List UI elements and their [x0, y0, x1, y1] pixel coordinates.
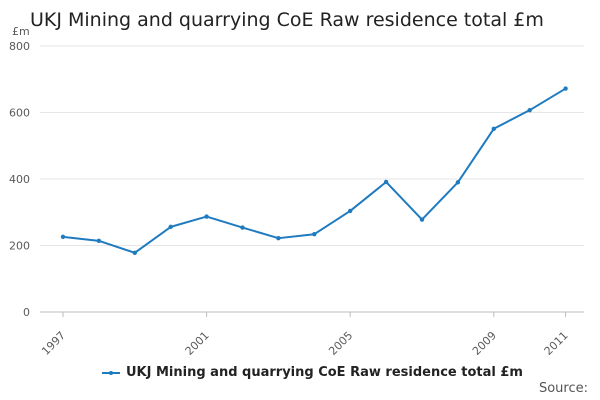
y-tick-label: 600	[9, 107, 30, 120]
data-point-1998	[96, 238, 102, 244]
y-axis-ticks: 0 200 400 600 800	[9, 40, 30, 319]
legend: UKJ Mining and quarrying CoE Raw residen…	[102, 365, 523, 380]
y-axis-unit-label: £m	[12, 25, 30, 38]
gridlines	[40, 45, 584, 313]
data-point-1997	[60, 234, 66, 240]
chart-title: UKJ Mining and quarrying CoE Raw residen…	[30, 9, 544, 31]
data-point-2004	[312, 231, 317, 237]
data-point-2011	[563, 86, 568, 91]
y-tick-label: 400	[9, 173, 30, 186]
y-tick-label: 200	[9, 240, 30, 253]
legend-swatch	[102, 368, 120, 378]
data-point-1999	[132, 250, 137, 256]
data-point-2010	[527, 107, 532, 113]
legend-label: UKJ Mining and quarrying CoE Raw residen…	[126, 365, 523, 380]
y-tick-label: 800	[9, 40, 30, 53]
data-point-2000	[168, 224, 173, 230]
data-point-2009	[491, 126, 496, 131]
series-group	[60, 86, 568, 256]
series-line	[62, 87, 567, 254]
data-point-2007	[419, 217, 425, 222]
source-label: Source:	[538, 381, 588, 396]
x-tick-label: 2011	[542, 329, 571, 358]
data-point-2001	[204, 214, 209, 219]
x-tick-label: 1997	[39, 329, 68, 358]
x-tick-label: 2001	[183, 329, 212, 358]
data-point-2003	[276, 235, 281, 241]
x-axis-ticks: 1997 2001 2005 2009 2011	[39, 312, 571, 358]
x-tick-label: 2009	[470, 329, 499, 358]
data-point-2002	[240, 225, 245, 230]
data-point-2008	[455, 180, 461, 185]
y-tick-label: 0	[23, 306, 30, 319]
data-point-2006	[383, 179, 389, 185]
x-tick-label: 2005	[326, 329, 355, 358]
data-point-2005	[348, 208, 353, 214]
